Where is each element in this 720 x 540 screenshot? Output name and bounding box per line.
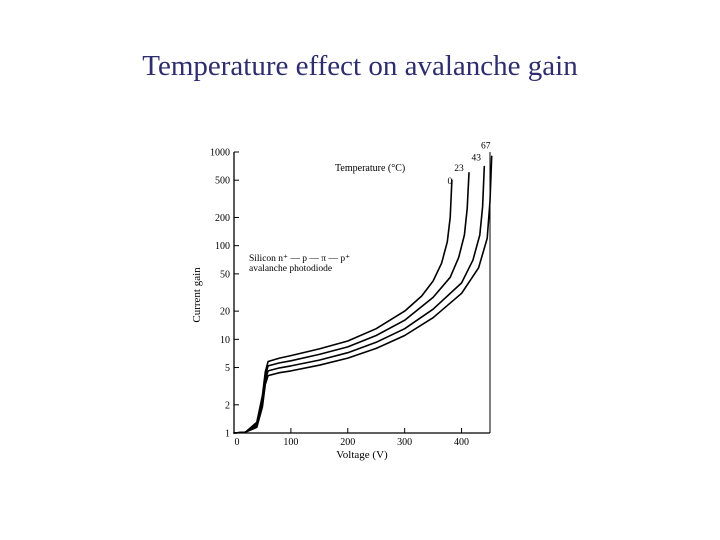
y-tick-label: 10	[220, 335, 230, 346]
x-tick-label: 400	[454, 437, 469, 448]
device-annotation-line-2: avalanche photodiode	[249, 264, 332, 274]
y-tick-label: 500	[215, 176, 230, 187]
slide-title: Temperature effect on avalanche gain	[142, 50, 578, 82]
series-line-67c	[233, 155, 493, 434]
series-label-67c: 67	[481, 141, 491, 151]
series-label-23c: 23	[454, 164, 464, 174]
label-group: Current gain Voltage (V) Temperature (°C…	[191, 163, 405, 461]
x-tick-label: 200	[340, 437, 355, 448]
y-tick-label: 5	[225, 363, 230, 374]
series-label-0c: 0	[448, 177, 453, 187]
legend-title: Temperature (°C)	[335, 163, 405, 174]
y-tick-label: 20	[220, 307, 230, 318]
device-annotation-line-1: Silicon n⁺ — p — π — p⁺	[249, 254, 350, 264]
y-tick-label: 1	[225, 429, 230, 440]
y-tick-label: 50	[220, 269, 230, 280]
x-tick-label: 300	[397, 437, 412, 448]
series-line-23c	[233, 172, 470, 434]
x-tick-label: 0	[235, 437, 240, 448]
series-line-43c	[233, 165, 486, 434]
y-tick-label: 2	[225, 400, 230, 411]
plot-axes: 1 2 5 10 20 50 100 200 500 1000 0 100 200 300 400	[210, 148, 491, 448]
y-axis-label: Current gain	[191, 267, 203, 323]
y-tick-label: 1000	[210, 148, 230, 159]
series-line-0c	[233, 179, 453, 434]
x-tick-label: 100	[283, 437, 298, 448]
x-axis-label: Voltage (V)	[336, 449, 388, 461]
y-tick-label: 100	[215, 241, 230, 252]
series-label-43c: 43	[472, 154, 482, 164]
y-tick-label: 200	[215, 213, 230, 224]
series-group: 023 43 67	[233, 141, 493, 434]
